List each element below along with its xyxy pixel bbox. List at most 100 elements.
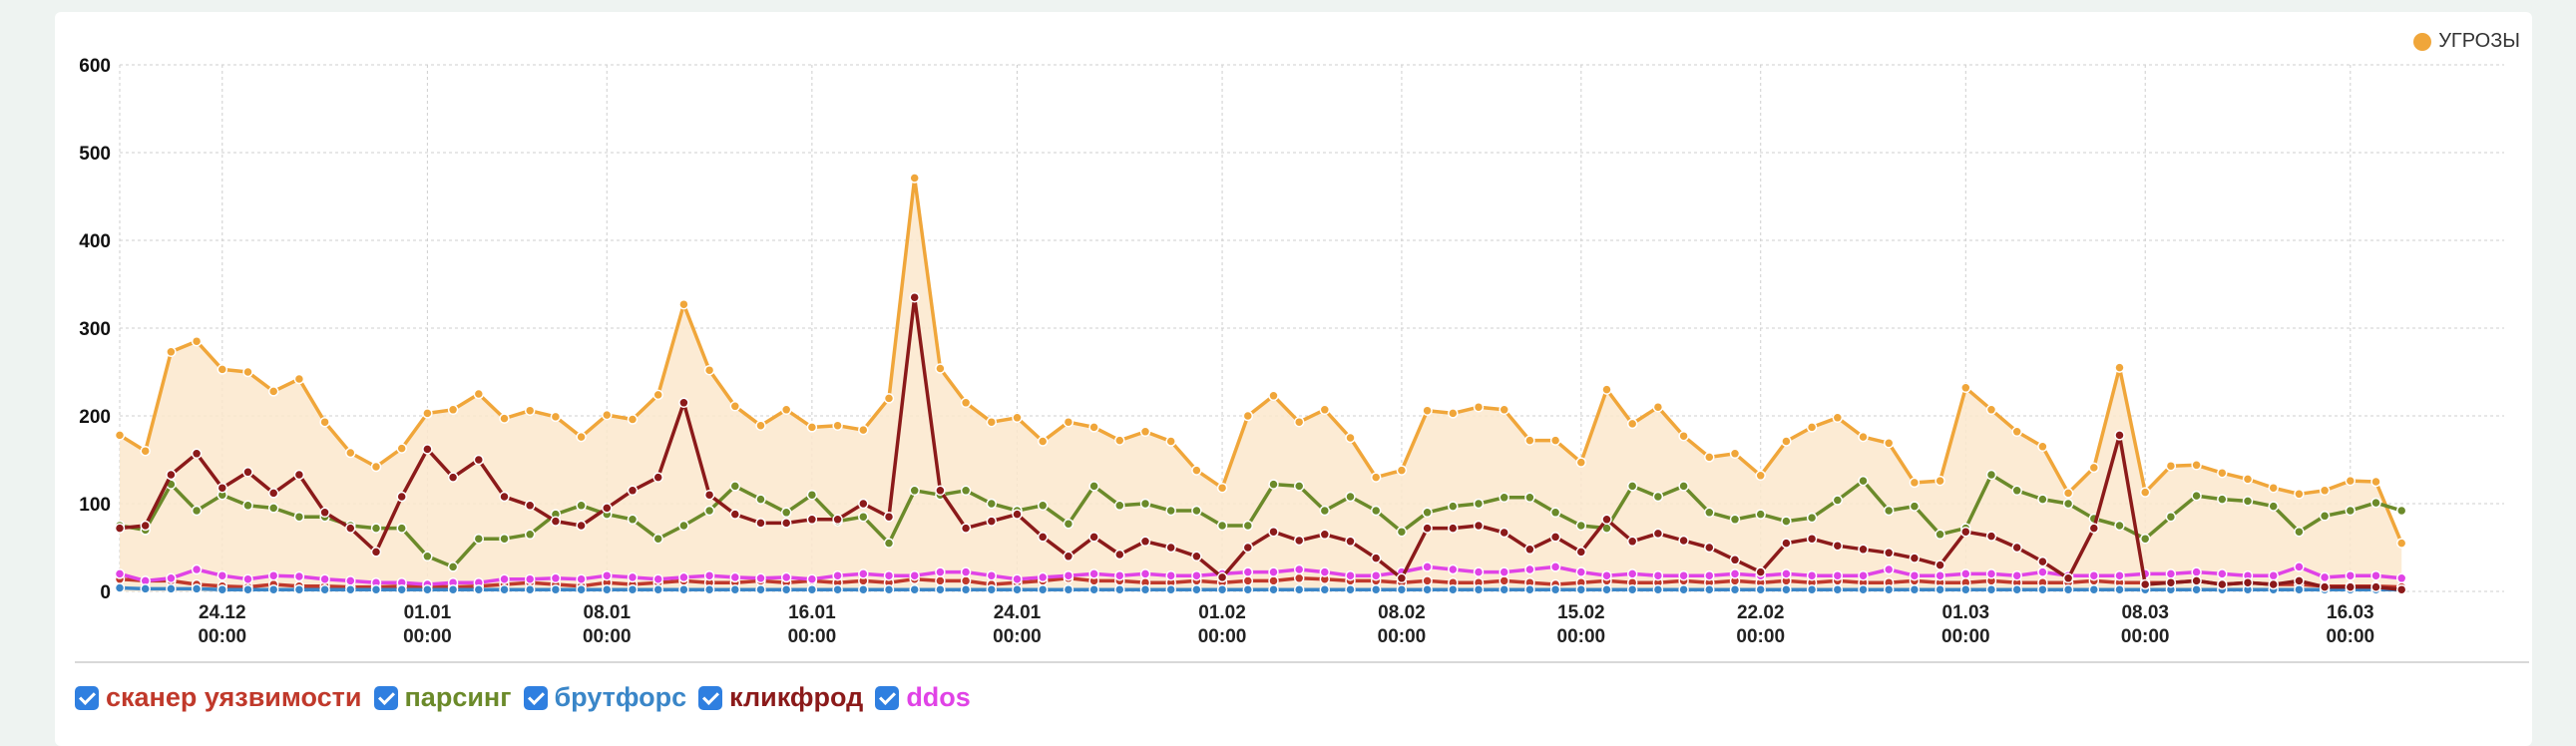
data-point xyxy=(2191,566,2202,577)
legend-threats[interactable]: УГРОЗЫ xyxy=(2413,30,2520,53)
data-point xyxy=(2319,571,2331,583)
data-point xyxy=(1499,583,1509,595)
data-point xyxy=(602,409,613,421)
data-point xyxy=(166,572,177,584)
data-point xyxy=(422,583,433,595)
data-point xyxy=(627,485,639,497)
x-tick-label: 01.03 xyxy=(1942,602,1990,623)
filter-scanner[interactable]: сканер уязвимости xyxy=(75,682,362,713)
data-point xyxy=(1883,583,1895,595)
data-point xyxy=(2088,523,2100,534)
data-point xyxy=(1883,548,1895,559)
data-point xyxy=(524,500,536,512)
data-point xyxy=(1499,527,1509,539)
data-point xyxy=(780,571,792,583)
data-point xyxy=(447,583,459,595)
data-point xyxy=(140,583,151,594)
data-point xyxy=(1088,422,1099,433)
data-point xyxy=(652,389,663,401)
x-tick-label: 00:00 xyxy=(788,626,837,647)
data-point xyxy=(627,583,639,595)
data-point xyxy=(703,489,715,501)
data-point xyxy=(1037,532,1049,543)
data-point xyxy=(1345,569,1356,581)
checkbox-checked-icon[interactable] xyxy=(698,685,723,710)
data-point xyxy=(2268,501,2279,512)
data-point xyxy=(935,485,946,497)
data-point xyxy=(2242,496,2254,507)
x-tick-label: 00:00 xyxy=(993,626,1042,647)
filter-bruteforce[interactable]: брутфорс xyxy=(523,682,687,713)
data-point xyxy=(2037,556,2048,567)
data-point xyxy=(1626,418,1638,430)
data-point xyxy=(2395,505,2407,517)
data-point xyxy=(1319,583,1331,595)
checkbox-checked-icon[interactable] xyxy=(523,685,548,710)
data-point xyxy=(2191,490,2202,502)
data-point xyxy=(267,488,279,499)
data-point xyxy=(524,529,536,541)
data-point xyxy=(1883,438,1895,449)
data-point xyxy=(1165,505,1176,517)
data-point xyxy=(832,514,843,526)
data-point xyxy=(935,583,946,595)
data-point xyxy=(2139,578,2151,590)
data-point xyxy=(293,583,305,595)
data-point xyxy=(1652,528,1664,540)
data-point xyxy=(1575,547,1587,558)
data-point xyxy=(1678,535,1689,547)
data-point xyxy=(550,572,562,584)
data-point xyxy=(2114,569,2125,581)
data-point xyxy=(370,583,382,595)
checkbox-checked-icon[interactable] xyxy=(373,685,398,710)
data-point xyxy=(1985,568,1997,579)
data-point xyxy=(319,416,330,428)
data-point xyxy=(1242,520,1254,532)
data-point xyxy=(806,573,818,584)
data-point xyxy=(267,386,279,397)
data-point xyxy=(986,416,998,428)
data-point xyxy=(883,569,895,581)
data-point xyxy=(1832,412,1844,424)
data-point xyxy=(499,413,510,424)
data-point xyxy=(166,346,177,358)
data-point xyxy=(1909,501,1921,512)
data-point xyxy=(166,583,177,594)
filter-clickfraud[interactable]: кликфрод xyxy=(698,682,863,713)
data-point xyxy=(293,469,305,481)
data-point xyxy=(576,573,587,584)
data-point xyxy=(1678,430,1689,442)
filter-label: брутфорс xyxy=(554,682,687,712)
data-point xyxy=(140,520,151,532)
checkbox-checked-icon[interactable] xyxy=(875,685,900,710)
data-point xyxy=(1678,569,1689,581)
filter-ddos[interactable]: ddos xyxy=(875,682,971,713)
x-tick-label: 00:00 xyxy=(1736,626,1785,647)
data-point xyxy=(524,583,536,595)
data-point xyxy=(473,454,485,466)
data-point xyxy=(447,404,459,416)
data-point xyxy=(1473,583,1485,595)
data-point xyxy=(2217,467,2228,479)
data-point xyxy=(1575,520,1587,532)
data-point xyxy=(1139,498,1151,510)
data-point xyxy=(729,571,741,583)
data-point xyxy=(576,583,587,595)
data-point xyxy=(1601,384,1612,395)
data-point xyxy=(1858,431,1869,443)
data-point xyxy=(2242,474,2254,485)
data-point xyxy=(2294,489,2305,500)
filter-parsing[interactable]: парсинг xyxy=(373,682,512,713)
data-point xyxy=(1242,542,1254,554)
data-point xyxy=(114,568,126,579)
data-point xyxy=(422,408,433,419)
checkbox-checked-icon[interactable] xyxy=(75,685,99,710)
data-point xyxy=(2319,581,2331,592)
data-point xyxy=(780,518,792,529)
data-point xyxy=(370,547,382,558)
data-point xyxy=(1370,583,1382,595)
data-point xyxy=(524,405,536,416)
data-point xyxy=(2370,476,2381,488)
x-tick-label: 00:00 xyxy=(1378,626,1427,647)
data-point xyxy=(1063,551,1074,562)
